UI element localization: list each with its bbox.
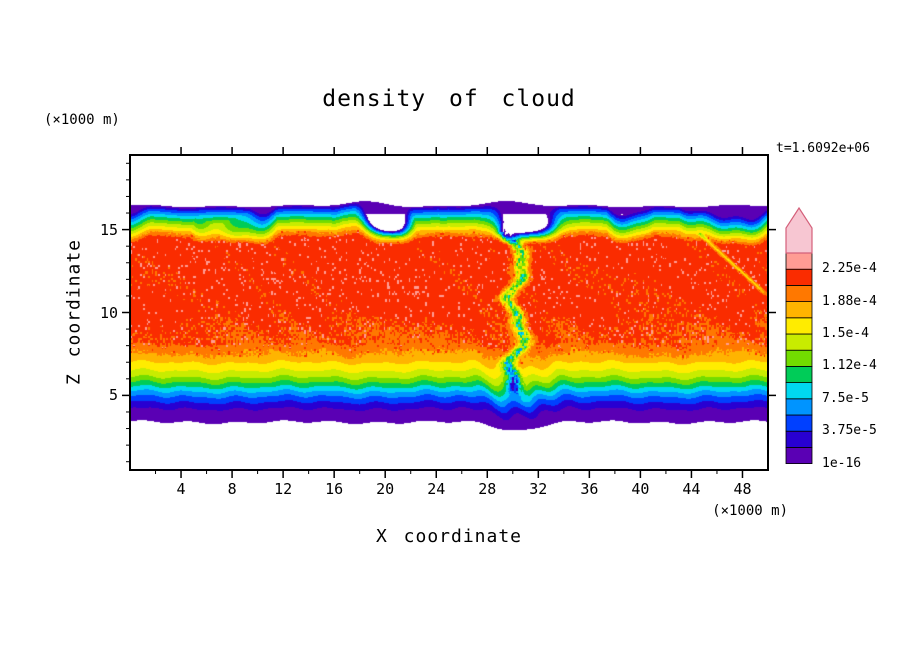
colorbar-tick-label: 2.25e-4 [822,261,877,277]
colorbar-segment [785,349,813,367]
colorbar-tick-label: 1.12e-4 [822,358,877,374]
time-annotation: t=1.6092e+06 [776,141,870,156]
colorbar-tick-label: 7.5e-5 [822,390,869,406]
x-tick-label: 12 [274,480,293,498]
colorbar-segment [785,398,813,416]
z-axis-units-label: (×1000 m) [44,112,120,128]
colorbar-tick-label: 3.75e-5 [822,423,877,439]
x-tick-label: 44 [682,480,701,498]
x-tick-label: 48 [733,480,752,498]
x-tick-label: 40 [631,480,650,498]
x-tick-label: 16 [325,480,344,498]
colorbar-segment [785,382,813,400]
x-axis-units-label: (×1000 m) [712,503,788,519]
colorbar-tick-label: 1e-16 [822,455,862,471]
colorbar-segment [785,430,813,448]
colorbar-segment [785,252,813,270]
colorbar-tick-label: 1.5e-4 [822,326,869,341]
x-tick-label: 4 [176,480,186,498]
colorbar-overflow-arrow-icon [785,206,813,254]
x-tick-label: 20 [376,480,395,498]
x-tick-label: 24 [427,480,446,498]
z-tick-label: 5 [108,386,118,405]
colorbar-segment [785,301,813,319]
colorbar-segment [785,317,813,335]
colorbar-segment [785,365,813,383]
chart-title: density of cloud [322,86,576,112]
heatmap-canvas [130,155,768,470]
x-tick-label: 28 [478,480,497,498]
z-tick-label: 10 [99,303,118,322]
colorbar-segment [785,284,813,302]
x-tick-label: 36 [580,480,599,498]
colorbar-tick-label: 1.88e-4 [822,293,877,309]
colorbar-segment [785,414,813,432]
x-tick-label: 8 [227,480,237,498]
colorbar-segment [785,268,813,286]
x-axis-title: X coordinate [375,526,523,547]
colorbar-segment [785,333,813,351]
colorbar-segment [785,446,813,464]
z-tick-label: 15 [99,220,118,239]
x-tick-label: 32 [529,480,548,498]
